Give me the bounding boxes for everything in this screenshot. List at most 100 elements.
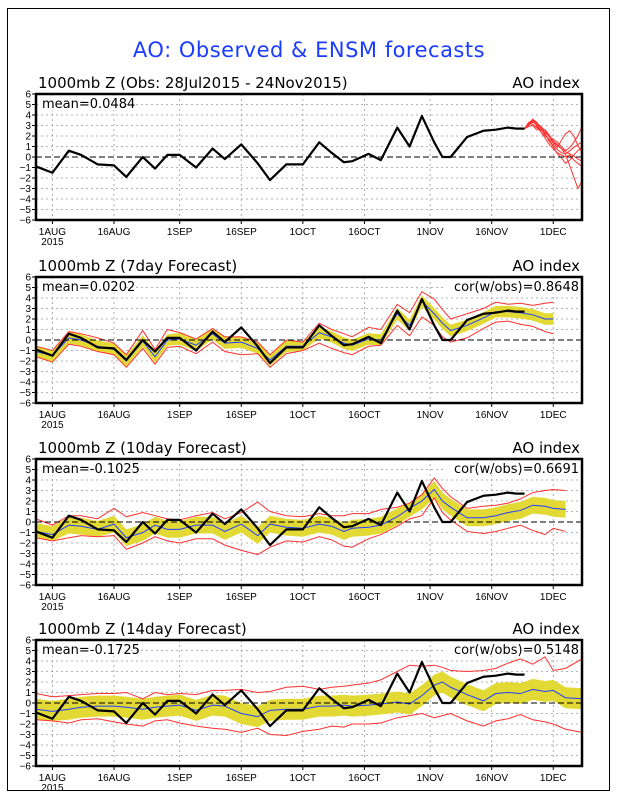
y-tick-label: −4: [20, 195, 32, 206]
mean-label-bg: [40, 96, 124, 110]
y-tick-label: 5: [25, 465, 31, 476]
y-tick-label: 4: [25, 294, 31, 305]
y-tick-label: 4: [25, 111, 31, 122]
x-tick-label: 1DEC: [540, 410, 567, 421]
y-tick-label: −4: [20, 741, 32, 752]
x-tick-label: 1OCT: [290, 227, 317, 238]
y-tick-label: 5: [25, 100, 31, 111]
y-tick-label: 2: [25, 497, 31, 508]
y-tick-label: −3: [20, 367, 32, 378]
ensemble-member-line: [524, 124, 583, 154]
y-tick-label: −5: [20, 205, 32, 216]
y-tick-label: −5: [20, 570, 32, 581]
y-tick-label: 2: [25, 678, 31, 689]
y-tick-label: −4: [20, 378, 32, 389]
y-tick-label: −4: [20, 560, 32, 571]
mean-label: mean=0.0202: [42, 280, 135, 295]
mean-label-bg: [40, 642, 132, 656]
y-tick-label: 6: [25, 273, 31, 284]
y-tick-label: 0: [25, 518, 31, 529]
correlation-label: cor(w/obs)=0.8648: [454, 280, 579, 295]
x-tick-year: 2015: [41, 420, 64, 431]
mean-label-bg: [40, 279, 124, 293]
y-tick-label: −2: [20, 357, 32, 368]
y-tick-label: −5: [20, 388, 32, 399]
y-tick-label: −6: [20, 762, 32, 773]
correlation-label-bg: [445, 461, 578, 475]
x-tick-label: 16OCT: [348, 410, 380, 421]
x-tick-label: 1DEC: [540, 592, 567, 603]
x-tick-label: 16AUG: [98, 773, 131, 784]
panel-10day: 1000mb Z (10day Forecast) AO index 6543210…: [20, 439, 584, 613]
observed-line: [35, 660, 525, 728]
observed-line: [35, 114, 525, 182]
x-tick-label: 16AUG: [98, 227, 131, 238]
y-tick-label: 6: [25, 636, 31, 647]
panel-title: 1000mb Z (10day Forecast): [38, 439, 247, 457]
y-tick-label: 1: [25, 142, 31, 153]
upper-bound-line: [35, 477, 566, 526]
y-tick-label: 5: [25, 646, 31, 657]
y-tick-label: 3: [25, 304, 31, 315]
y-tick-label: −1: [20, 346, 32, 357]
y-tick-label: −3: [20, 549, 32, 560]
ensemble-member-line: [524, 119, 583, 152]
x-tick-label: 1NOV: [416, 592, 444, 603]
panel-right-title: AO index: [512, 620, 580, 638]
x-tick-label: 1OCT: [290, 773, 317, 784]
y-tick-label: 3: [25, 667, 31, 678]
figure-frame: [7, 8, 610, 791]
lower-bound-line: [35, 496, 566, 556]
ensemble-member-line: [524, 122, 583, 162]
x-tick-label: 1NOV: [416, 227, 444, 238]
correlation-label: cor(w/obs)=0.6691: [454, 462, 579, 477]
y-tick-label: −6: [20, 216, 32, 227]
spread-band: [36, 671, 582, 728]
correlation-label-bg: [445, 642, 578, 656]
x-tick-label: 1DEC: [540, 227, 567, 238]
y-tick-label: 5: [25, 283, 31, 294]
x-tick-label: 16AUG: [98, 410, 131, 421]
x-tick-label: 16AUG: [98, 592, 131, 603]
x-tick-label: 16SEP: [226, 227, 257, 238]
y-tick-label: −1: [20, 163, 32, 174]
y-tick-label: −6: [20, 399, 32, 410]
y-tick-label: 2: [25, 132, 31, 143]
y-tick-label: −1: [20, 709, 32, 720]
observed-line: [35, 297, 525, 365]
x-tick-label: 16SEP: [226, 410, 257, 421]
x-tick-label: 1SEP: [167, 592, 193, 603]
x-tick-label: 16SEP: [226, 592, 257, 603]
y-tick-label: 3: [25, 486, 31, 497]
x-tick-label: 16NOV: [475, 773, 508, 784]
figure-title: AO: Observed & ENSM forecasts: [132, 38, 486, 62]
y-tick-label: 6: [25, 90, 31, 101]
y-tick-label: −2: [20, 720, 32, 731]
mean-label-bg: [40, 461, 132, 475]
y-tick-label: 2: [25, 315, 31, 326]
x-tick-label: 16OCT: [348, 592, 380, 603]
panel-title: 1000mb Z (7day Forecast): [38, 257, 237, 275]
x-tick-label: 1AUG: [39, 410, 66, 421]
x-tick-label: 16NOV: [475, 410, 508, 421]
correlation-label-bg: [445, 279, 578, 293]
y-tick-label: 0: [25, 153, 31, 164]
x-tick-label: 1SEP: [167, 410, 193, 421]
ensemble-member-line: [524, 120, 583, 190]
y-tick-label: −6: [20, 581, 32, 592]
x-tick-label: 1AUG: [39, 592, 66, 603]
panel-title: 1000mb Z (14day Forecast): [38, 620, 247, 638]
y-tick-label: 1: [25, 507, 31, 518]
y-tick-label: −2: [20, 539, 32, 550]
panel-right-title: AO index: [512, 74, 580, 92]
x-tick-label: 1SEP: [167, 227, 193, 238]
x-tick-label: 1NOV: [416, 773, 444, 784]
x-tick-label: 16OCT: [348, 227, 380, 238]
x-tick-label: 16NOV: [475, 227, 508, 238]
y-tick-label: 1: [25, 688, 31, 699]
panel-observed: 1000mb Z (Obs: 28Jul2015 - 24Nov2015) AO …: [20, 74, 584, 248]
x-tick-label: 1OCT: [290, 410, 317, 421]
mean-label: mean=-0.1725: [42, 643, 140, 658]
upper-bound-line: [35, 291, 554, 356]
